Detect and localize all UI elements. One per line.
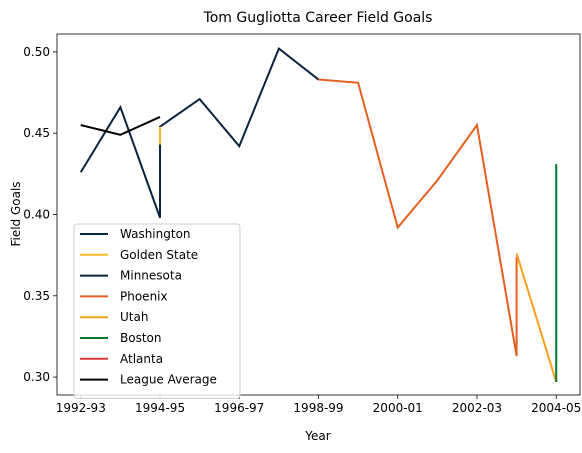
series-line-7	[80, 116, 161, 136]
y-axis-ticks: 0.30 0.35 0.40 0.45 0.50	[23, 45, 57, 384]
chart-title: Tom Gugliotta Career Field Goals	[203, 10, 433, 26]
y-tick-label: 0.50	[23, 45, 50, 59]
legend-label: Washington	[120, 227, 191, 241]
series-line-3	[318, 78, 518, 357]
legend-label: Boston	[120, 331, 161, 345]
y-tick-label: 0.45	[23, 126, 50, 140]
legend: Washington Golden State Minnesota Phoenix Ut…	[73, 223, 241, 399]
x-axis-label: Year	[304, 429, 330, 443]
series-line-0	[79, 47, 320, 219]
x-tick-label: 1994-95	[135, 401, 185, 415]
legend-label: League Average	[120, 373, 217, 387]
x-tick-label: 2000-01	[373, 401, 423, 415]
legend-label: Minnesota	[120, 269, 182, 283]
y-tick-label: 0.40	[23, 208, 50, 222]
legend-label: Phoenix	[120, 289, 168, 303]
legend-label: Golden State	[120, 248, 198, 262]
x-tick-label: 1992-93	[56, 401, 106, 415]
legend-label: Utah	[120, 310, 148, 324]
x-tick-label: 1998-99	[293, 401, 343, 415]
legend-box	[73, 223, 241, 399]
x-axis-ticks: 1992-93 1994-95 1996-97 1998-99 2000-01 2002-…	[56, 395, 581, 415]
x-tick-label: 2002-03	[452, 401, 502, 415]
x-tick-label: 2004-05	[531, 401, 581, 415]
y-tick-label: 0.30	[23, 370, 50, 384]
series-layer	[79, 47, 558, 383]
legend-label: Atlanta	[120, 352, 163, 366]
y-axis-label: Field Goals	[9, 181, 23, 246]
plot-area-frame	[56, 33, 581, 396]
y-tick-label: 0.35	[23, 289, 50, 303]
x-tick-label: 1996-97	[214, 401, 264, 415]
series-line-4	[515, 253, 558, 383]
